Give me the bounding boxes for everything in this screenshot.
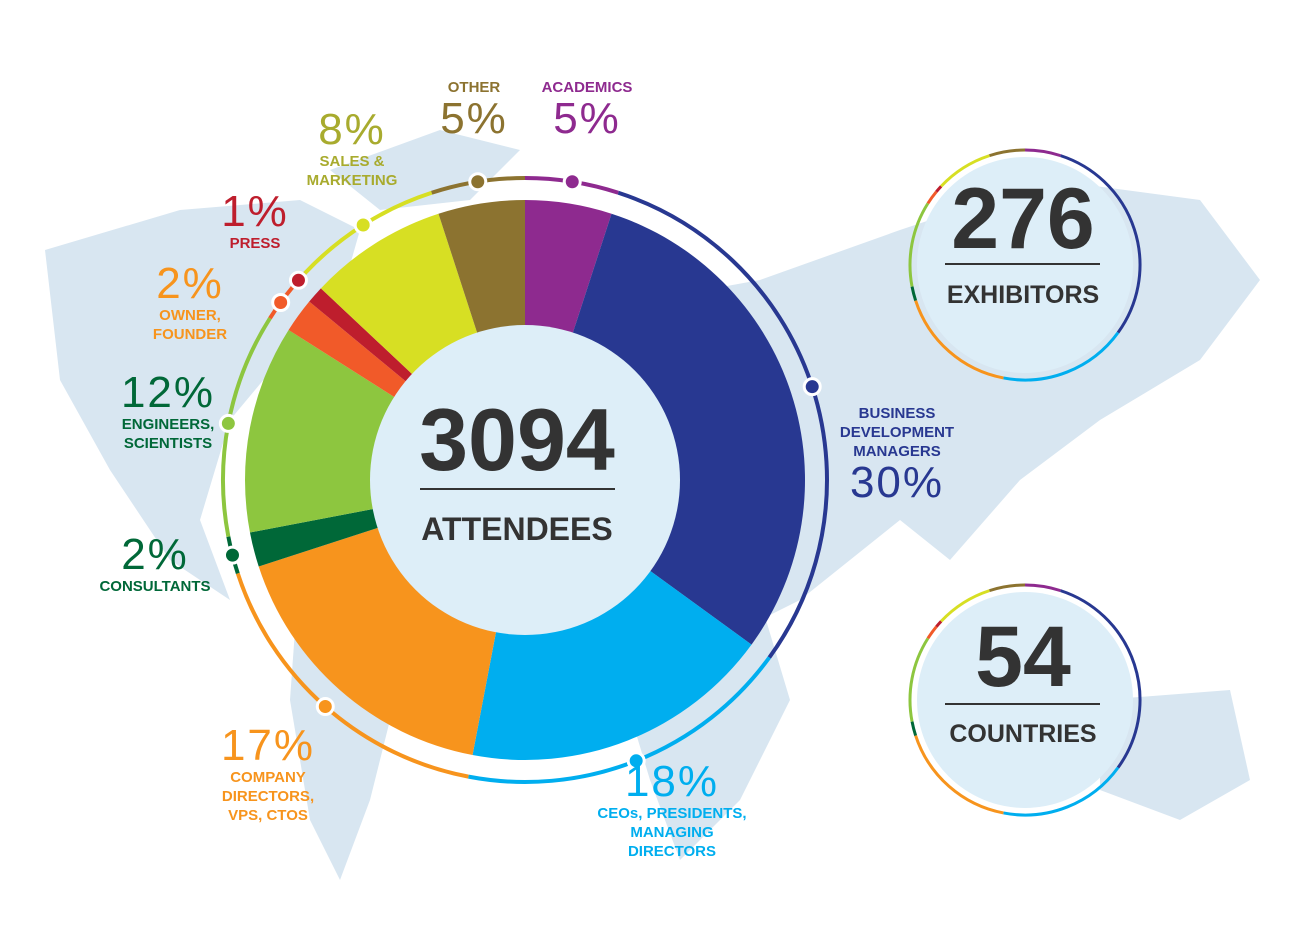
- value-label: 8%: [318, 105, 386, 154]
- stat-ring-arc: [908, 202, 930, 287]
- category-label: ENGINEERS, SCIENTISTS: [121, 416, 215, 452]
- center-value: 3094: [419, 390, 615, 489]
- ring-dot: [802, 377, 822, 397]
- pie-slice: [249, 508, 383, 567]
- stat-ring-arc: [989, 583, 1026, 593]
- category-label: BUSINESS DEVELOPMENT MANAGERS: [839, 405, 955, 460]
- value-label: 17%: [220, 721, 316, 770]
- stat-ring-arc: [1024, 148, 1062, 158]
- slice-label: OTHER 5%: [414, 78, 534, 141]
- pie-slice: [258, 526, 497, 756]
- ring-dot: [562, 172, 582, 192]
- slice-label: 2% CONSULTANTS: [95, 533, 215, 596]
- pie-slice: [288, 301, 410, 400]
- value-label: 5%: [440, 94, 508, 143]
- pie-slice: [525, 200, 612, 338]
- category-label: CONSULTANTS: [99, 578, 211, 595]
- ring-dot: [218, 413, 238, 433]
- category-label: COMPANY DIRECTORS, VPS, CTOS: [221, 769, 315, 824]
- category-label: CEOs, PRESIDENTS, MANAGING DIRECTORS: [597, 805, 747, 860]
- stat-ring-arc: [935, 185, 943, 193]
- stat-ring-arc: [908, 637, 930, 722]
- value-label: 12%: [120, 368, 216, 417]
- pie-slice: [309, 288, 416, 385]
- pie-slice: [472, 568, 752, 760]
- stat-ring-arc: [1024, 583, 1062, 593]
- category-label: SALES & MARKETING: [306, 153, 398, 189]
- ring-dot: [626, 751, 646, 771]
- value-label: 2%: [121, 530, 189, 579]
- slice-label: 2% OWNER, FOUNDER: [130, 262, 250, 344]
- pie-slice: [438, 200, 525, 338]
- stat-ring-arc: [989, 148, 1026, 158]
- category-label: PRESS: [229, 235, 281, 252]
- slice-label: 1% PRESS: [195, 190, 315, 253]
- value-label: 18%: [624, 757, 720, 806]
- pie-slice: [571, 213, 806, 645]
- ring-dot: [315, 697, 335, 717]
- ring-dot: [353, 215, 373, 235]
- stat-ring-arc: [1003, 766, 1120, 817]
- ring-dot: [288, 270, 308, 290]
- slice-label: 12% ENGINEERS, SCIENTISTS: [108, 371, 228, 453]
- stat-ring-arc: [940, 154, 990, 188]
- stat-ring-arc: [910, 721, 918, 736]
- ring-dot: [222, 545, 242, 565]
- slice-label: ACADEMICS 5%: [527, 78, 647, 141]
- category-label: OWNER, FOUNDER: [152, 307, 228, 343]
- stat-ring-arc: [1060, 589, 1142, 769]
- stat-label: COUNTRIES: [949, 720, 1096, 748]
- value-label: 2%: [156, 259, 224, 308]
- pie-slice: [320, 213, 479, 378]
- pie-slice: [245, 329, 399, 533]
- slice-label: 18% CEOs, PRESIDENTS, MANAGING DIRECTORS: [585, 760, 760, 861]
- stat-value: 276: [951, 171, 1095, 267]
- slice-label: 8% SALES & MARKETING: [292, 108, 412, 190]
- value-label: 1%: [221, 187, 289, 236]
- stat-ring-arc: [935, 620, 943, 628]
- stat-ring-arc: [914, 300, 1004, 380]
- slice-label: 17% COMPANY DIRECTORS, VPS, CTOS: [208, 724, 328, 825]
- center-label: ATTENDEES: [421, 511, 612, 547]
- ring-dot: [271, 292, 291, 312]
- stat-ring-arc: [926, 190, 938, 205]
- stat-ring-arc: [910, 286, 918, 301]
- value-label: 30%: [849, 458, 945, 507]
- stat-ring-arc: [926, 625, 938, 640]
- category-label: OTHER: [447, 79, 501, 96]
- stat-ring-arc: [940, 589, 990, 623]
- ring-dot: [468, 172, 488, 192]
- value-label: 5%: [553, 94, 621, 143]
- stat-label: EXHIBITORS: [947, 281, 1099, 309]
- stat-ring-arc: [1060, 154, 1142, 334]
- center-circle: [370, 325, 680, 635]
- stat-circle: [917, 592, 1133, 808]
- stat-ring-arc: [1003, 331, 1120, 382]
- category-label: ACADEMICS: [541, 79, 633, 96]
- slice-label: BUSINESS DEVELOPMENT MANAGERS 30%: [832, 404, 962, 505]
- stat-value: 54: [975, 609, 1071, 705]
- stat-ring-arc: [914, 735, 1004, 815]
